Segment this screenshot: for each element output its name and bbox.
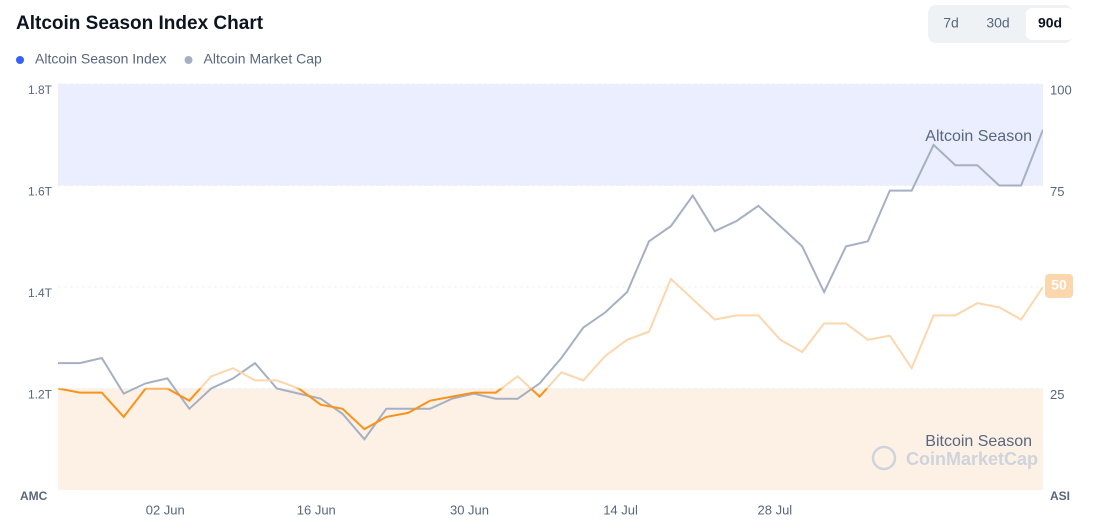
index-line [58, 277, 1043, 389]
zone-band [58, 84, 1043, 186]
x-tick-label: 16 Jun [297, 502, 336, 517]
zone-label: Bitcoin Season [925, 433, 1032, 450]
y-axis-label: AMC [20, 489, 48, 503]
y-tick-label: 1.6T [28, 185, 53, 199]
zone-band [58, 388, 1043, 490]
last-value-label: 50 [1051, 277, 1067, 293]
legend-dot [184, 56, 193, 64]
market-cap-line [58, 129, 1043, 441]
range-buttons: 7d 30d 90d [943, 8, 1074, 40]
legend-label: Altcoin Season Index [35, 51, 167, 67]
watermark: CoinMarketCap [871, 445, 1038, 471]
x-tick-label: 28 Jul [758, 502, 793, 517]
y2-tick-label: 100 [1050, 82, 1072, 97]
y2-tick-label: 75 [1050, 184, 1064, 199]
y2-axis-label: ASI [1050, 489, 1070, 503]
y-tick-label: 1.2T [28, 388, 53, 402]
watermark-text: CoinMarketCap [906, 449, 1038, 469]
x-tick-label: 02 Jun [146, 502, 185, 517]
x-tick-label: 14 Jul [603, 502, 638, 517]
legend-label: Altcoin Market Cap [204, 51, 322, 67]
grid: 1.2T 1.4T 1.6T 1.8T 25 50 75 100 02 Jun 16 Jun 30 … [28, 82, 1072, 517]
last-value-box [1045, 274, 1073, 298]
y-tick-label: 1.8T [28, 83, 53, 97]
range-button[interactable]: 7d [943, 15, 959, 31]
marks: 50 [58, 129, 1073, 441]
x-tick-label: 30 Jun [450, 502, 489, 517]
chart-title: Altcoin Season Index Chart [16, 13, 264, 34]
range-button-active [1026, 8, 1074, 40]
range-button[interactable]: 90d [1038, 15, 1062, 31]
zones: Bitcoin Season Altcoin Season [58, 84, 1043, 490]
range-button[interactable]: 30d [986, 15, 1009, 31]
legend-dot [16, 56, 24, 64]
y2-tick-label: 25 [1050, 387, 1064, 402]
watermark-logo [871, 445, 897, 471]
zone-label: Altcoin Season [925, 128, 1032, 145]
y-tick-label: 1.4T [28, 286, 53, 300]
legend: Altcoin Season Index Altcoin Market Cap [16, 51, 322, 67]
